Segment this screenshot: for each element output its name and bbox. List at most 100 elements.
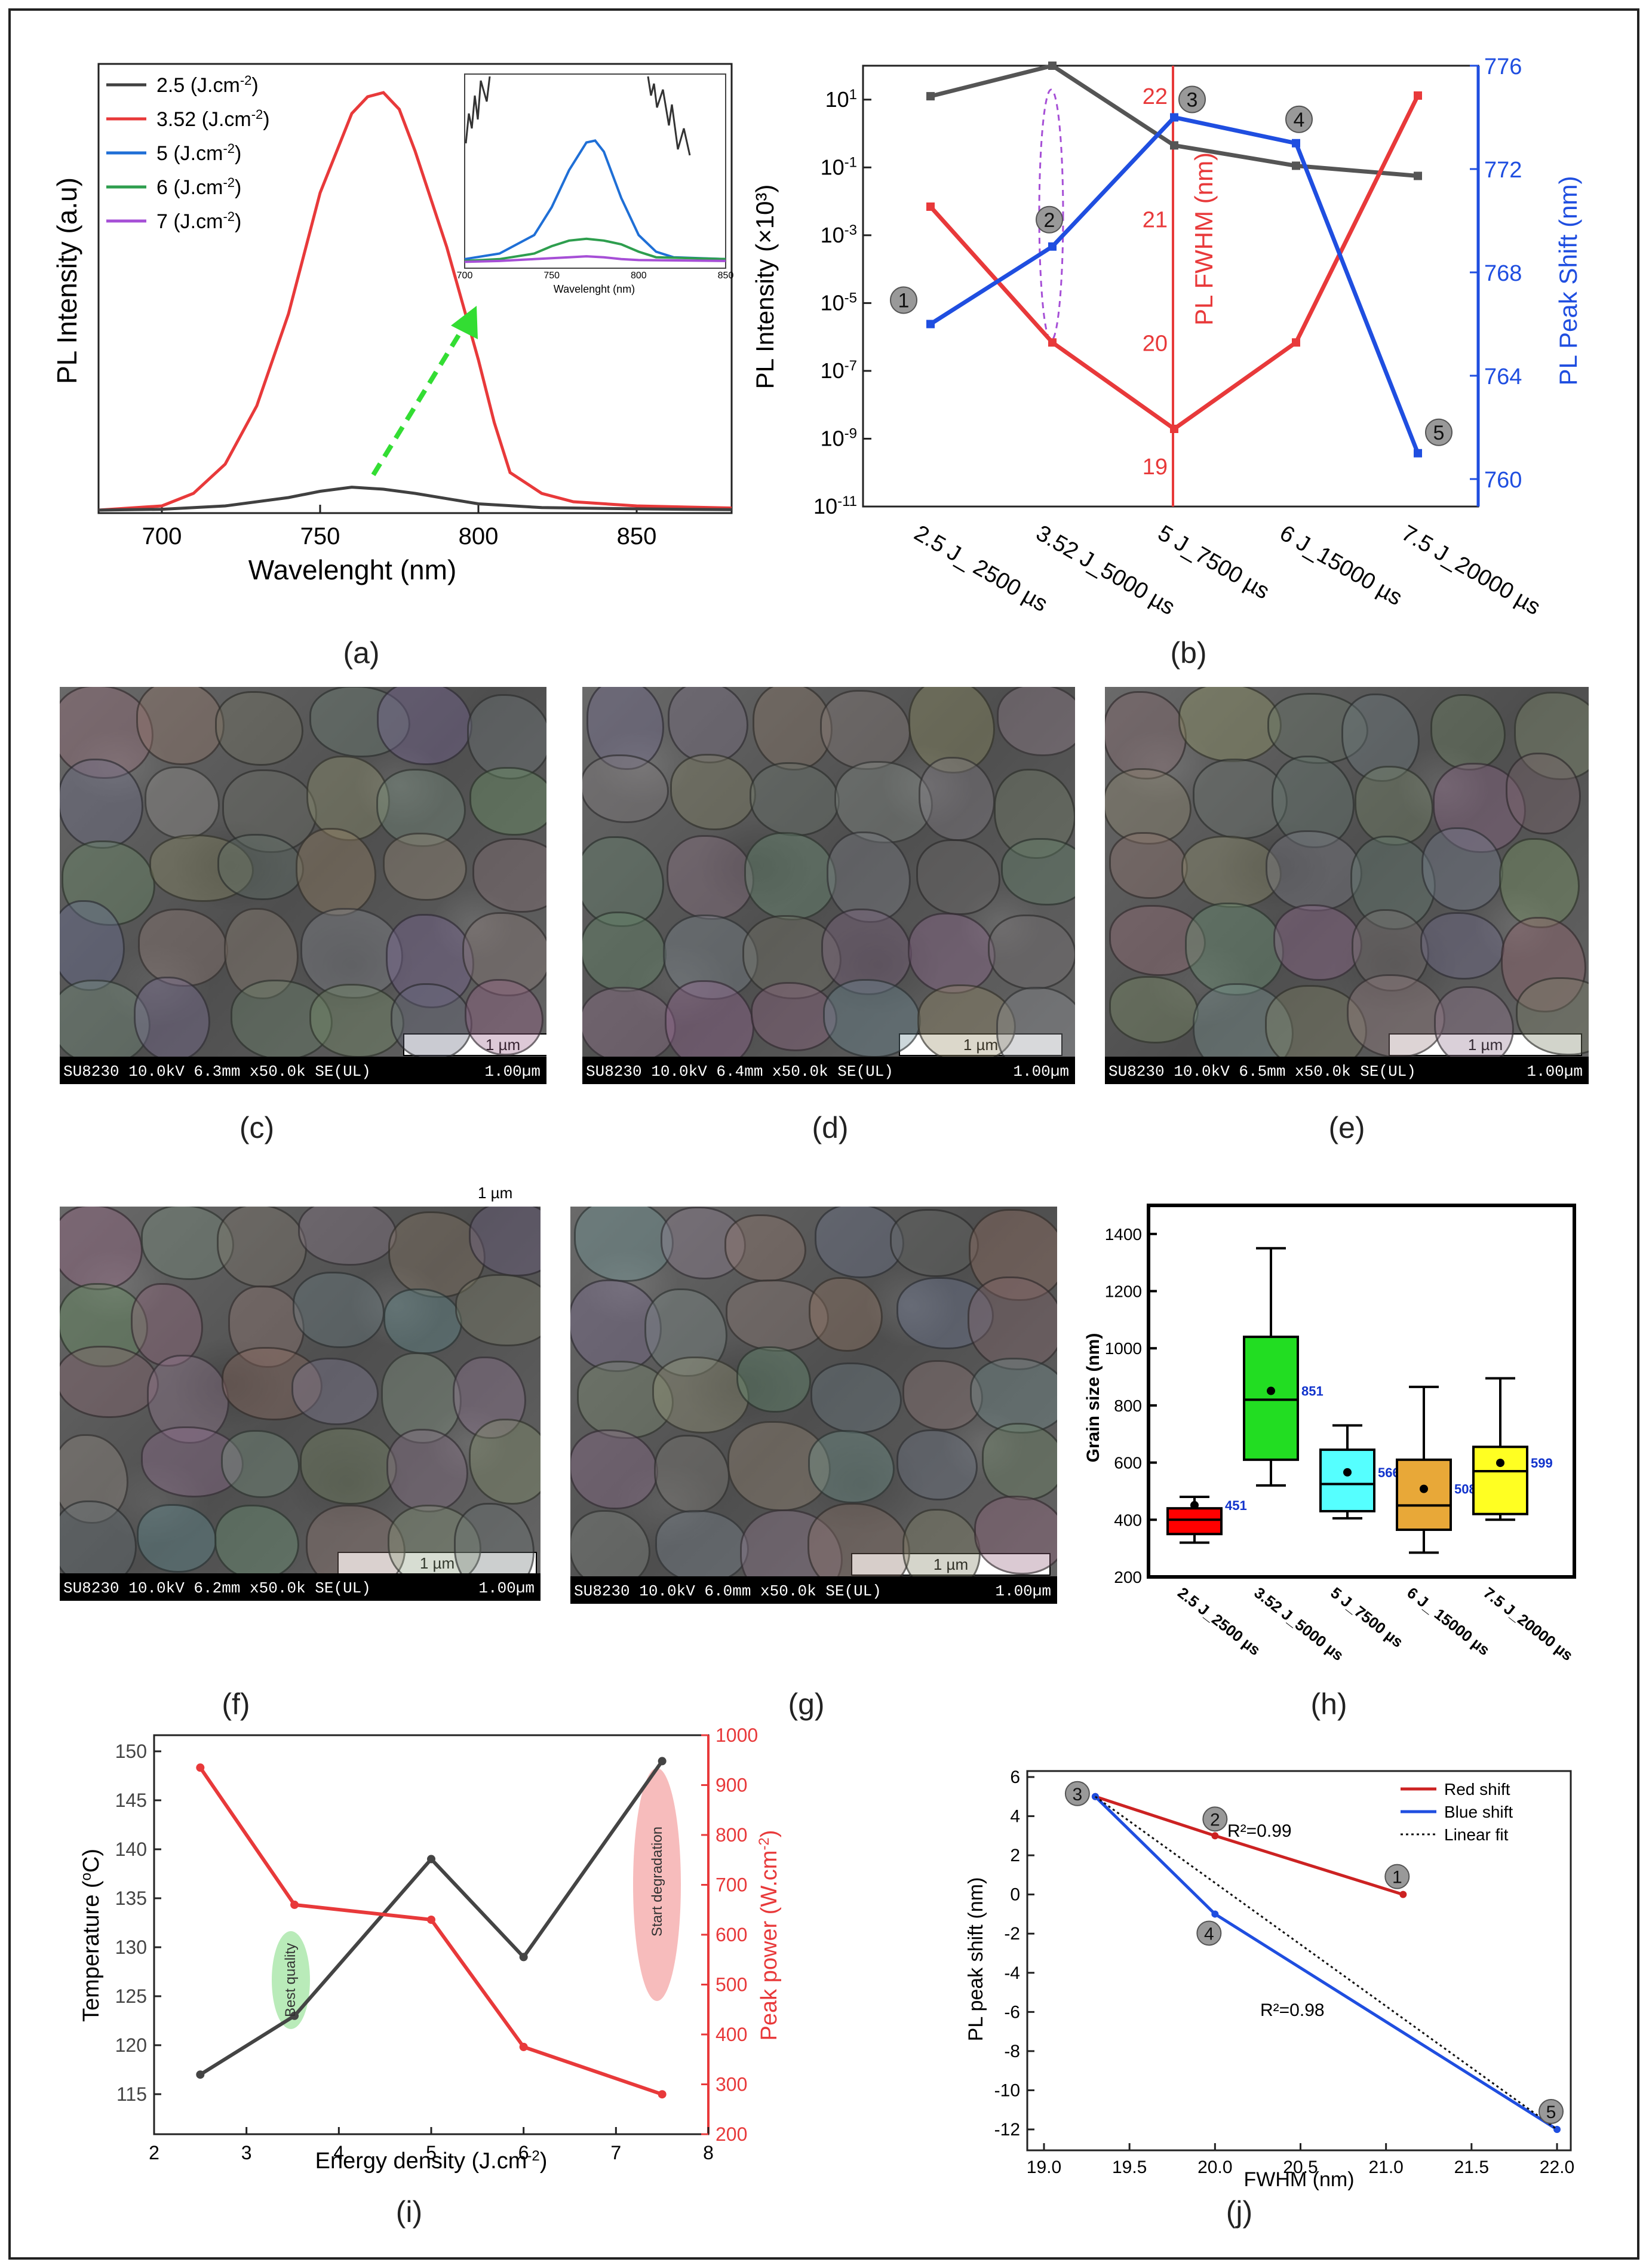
ytick-label-j: -12 bbox=[994, 2120, 1020, 2140]
series-line-2.5 bbox=[98, 486, 732, 512]
chart-j: FWHM (nm) PL peak shift (nm) 19.0 19.5 20.… bbox=[965, 1767, 1574, 2191]
legend-label-exp: -2 bbox=[223, 175, 235, 190]
inset-frame-a bbox=[464, 73, 726, 269]
sem-grain bbox=[987, 914, 1075, 990]
ylabel-left-b: PL Intensity (×10³) bbox=[751, 185, 779, 389]
sem-grain bbox=[997, 687, 1075, 756]
ytick-label-h: 200 bbox=[1114, 1568, 1142, 1586]
xtick-label-i: 5 bbox=[426, 2142, 437, 2163]
sem-extra-scale-label: 1 µm bbox=[478, 1184, 513, 1202]
box-h bbox=[1396, 1458, 1452, 1532]
sem-grain bbox=[455, 1273, 541, 1346]
sem-grain bbox=[1109, 831, 1188, 899]
ytick-left-b: 101 bbox=[825, 86, 857, 112]
sem-grain bbox=[807, 1429, 895, 1503]
plot-frame-b bbox=[862, 65, 1479, 508]
point-peak-shift bbox=[1292, 139, 1300, 148]
xtick-label-h: 5 J_7500 µs bbox=[1327, 1583, 1407, 1651]
legend-label-j: Linear fit bbox=[1444, 1825, 1509, 1844]
plot-frame-i bbox=[153, 1734, 710, 2135]
point-peak-power bbox=[196, 1763, 205, 1772]
sem-grain bbox=[1266, 830, 1362, 912]
sem-grain bbox=[819, 689, 911, 770]
box-h bbox=[1166, 1507, 1223, 1536]
ylabel-right-i: Peak power (W.cm-2) bbox=[756, 1830, 782, 2041]
box-h bbox=[1472, 1445, 1528, 1515]
ytick-right-b: 764 bbox=[1484, 364, 1522, 389]
point-peak-shift bbox=[1170, 113, 1178, 122]
caption-a: (a) bbox=[343, 636, 379, 670]
marker-circle-j bbox=[1064, 1781, 1090, 1806]
xtick-label-b: 6 J_15000 µs bbox=[1276, 520, 1407, 610]
sem-grain bbox=[1506, 753, 1581, 834]
ytick-right-i: 900 bbox=[716, 1775, 747, 1796]
series-line-peak-power bbox=[198, 1766, 663, 2097]
legend-label-a: 7 (J.cm-2) bbox=[156, 209, 241, 234]
xlabel-i: Energy density (J.cm-2) bbox=[315, 2148, 548, 2174]
ytick-label-h: 1400 bbox=[1105, 1225, 1142, 1244]
point-temperature bbox=[427, 1855, 435, 1864]
xtick-label-j: 21.5 bbox=[1454, 2157, 1489, 2177]
marker-circle-j bbox=[1202, 1806, 1228, 1832]
ytick-left-i: 140 bbox=[115, 1839, 147, 1860]
marker-label-j: 2 bbox=[1210, 1810, 1220, 1830]
point-peak-power bbox=[658, 2090, 667, 2099]
series-line-j-0 bbox=[1095, 1795, 1404, 1896]
sem-grain bbox=[736, 1346, 812, 1413]
marker-circle-j bbox=[1384, 1864, 1410, 1889]
caption-f: (f) bbox=[222, 1687, 250, 1721]
sem-grain bbox=[827, 831, 911, 923]
xtick-label-i: 8 bbox=[703, 2142, 714, 2163]
point-temperature bbox=[658, 1757, 667, 1766]
point-peak-shift bbox=[1048, 242, 1057, 251]
xtick-label-j: 21.0 bbox=[1368, 2157, 1403, 2177]
series-line-3.52 bbox=[98, 91, 732, 512]
inset-black-noise bbox=[465, 76, 691, 156]
point-j-1 bbox=[1211, 1910, 1219, 1918]
xlabel-a: Wavelenght (nm) bbox=[248, 554, 457, 585]
ylabel-a: PL Intensity (a.u) bbox=[51, 177, 82, 384]
ytick-base: 10 bbox=[821, 426, 845, 450]
sem-grain bbox=[918, 757, 995, 841]
xlabel-i-tail: ) bbox=[540, 2149, 548, 2174]
legend-label-a: 5 (J.cm-2) bbox=[156, 141, 241, 165]
legend-label-tail: ) bbox=[235, 210, 241, 233]
marker-circle-b bbox=[890, 286, 917, 314]
legend-label-exp: -2 bbox=[251, 107, 263, 122]
mean-point-h bbox=[1267, 1386, 1275, 1395]
sem-image-g: 1 µm SU8230 10.0kV 6.0mm x50.0k SE(UL) 1.… bbox=[570, 1207, 1057, 1604]
ylabel-left-i-b: C) bbox=[79, 1849, 104, 1873]
sem-grain bbox=[1355, 765, 1434, 846]
sem-grain bbox=[376, 687, 472, 766]
sem-grain bbox=[291, 1357, 379, 1425]
sem-grain bbox=[967, 1276, 1057, 1371]
xtick-label-b: 7.5 J_20000 µs bbox=[1398, 520, 1545, 620]
sem-grain bbox=[1000, 837, 1075, 906]
arrow-line-a bbox=[371, 312, 474, 477]
sem-grain bbox=[60, 759, 143, 849]
ytick-label-j: 6 bbox=[1010, 1767, 1020, 1787]
point-intensity bbox=[1048, 62, 1057, 70]
ytick-right-i: 800 bbox=[716, 1824, 747, 1846]
chart-i: Energy density (J.cm-2) Temperature (oC)… bbox=[78, 1724, 782, 2174]
sem-grain bbox=[217, 833, 305, 901]
point-fwhm bbox=[1048, 338, 1057, 347]
sem-grain bbox=[60, 1346, 159, 1418]
ytick-left-b: 10-7 bbox=[821, 357, 857, 383]
ytick-label-j: -10 bbox=[994, 2080, 1020, 2100]
ytick-exp: -7 bbox=[845, 357, 857, 373]
inset-series-7 bbox=[464, 255, 726, 263]
point-peak-power bbox=[519, 2042, 528, 2051]
point-fwhm bbox=[1414, 91, 1422, 100]
sem-grain bbox=[908, 913, 996, 994]
ytick-left-i: 150 bbox=[115, 1741, 147, 1762]
sem-grain bbox=[1434, 986, 1514, 1067]
sem-grain bbox=[969, 1357, 1057, 1434]
annotation-best-quality: Best quality bbox=[282, 1943, 299, 2017]
ytick-left-b: 10-11 bbox=[813, 493, 857, 519]
sem-grain bbox=[468, 1419, 541, 1505]
ylabel-j: PL peak shift (nm) bbox=[965, 1877, 987, 2042]
ytick-right-i: 500 bbox=[716, 1974, 747, 1996]
point-temperature bbox=[196, 2070, 205, 2079]
